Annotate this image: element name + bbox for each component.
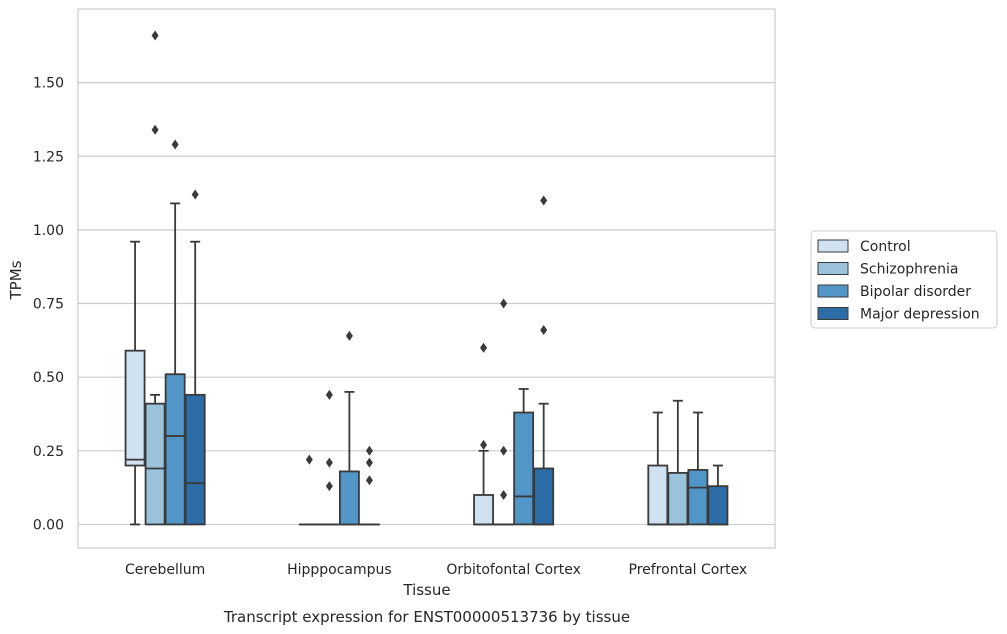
box-major-depression [184, 189, 206, 526]
box-iqr [687, 469, 709, 526]
box-major-depression [533, 195, 555, 526]
legend-swatch [817, 262, 849, 275]
x-tick-label: Orbitofontal Cortex [446, 562, 581, 578]
legend-swatch [817, 239, 849, 253]
outlier-point [345, 330, 353, 341]
box-major-depression [359, 445, 380, 526]
outlier-point [325, 481, 333, 492]
box-bipolar-disorder [164, 139, 186, 526]
box-schizophrenia [144, 30, 166, 526]
y-axis-title: TPMs [7, 260, 25, 300]
legend-label: Control [860, 239, 911, 255]
box-iqr [144, 402, 166, 526]
box-iqr [533, 467, 555, 526]
box-bipolar-disorder [338, 330, 360, 526]
box-schizophrenia [493, 298, 515, 526]
box-iqr [513, 411, 535, 526]
outlier-point [500, 445, 508, 456]
y-tick-label: 1.00 [33, 223, 64, 239]
y-tick-label: 0.50 [33, 370, 64, 386]
plot-frame [77, 8, 776, 549]
box-schizophrenia [667, 399, 689, 526]
box-iqr [707, 485, 729, 526]
box-control [298, 454, 320, 526]
x-tick-labels: Cerebellum Hipppocampus Orbitofontal Corte… [125, 562, 747, 578]
outlier-point [365, 475, 373, 486]
box-control [473, 342, 494, 526]
legend-label: Major depression [860, 307, 980, 323]
outlier-point [500, 298, 508, 309]
outlier-point [191, 189, 199, 200]
outlier-point [540, 325, 548, 336]
box-iqr [164, 373, 186, 526]
box-series [124, 30, 729, 526]
outlier-point [480, 439, 488, 450]
x-tick-label: Hipppocampus [287, 562, 392, 578]
outlier-point [500, 489, 508, 500]
box-bipolar-disorder [513, 388, 535, 526]
box-iqr [473, 494, 494, 526]
legend-label: Bipolar disorder [860, 284, 971, 300]
y-tick-labels: 0.00 0.25 0.50 0.75 1.00 1.25 1.50 [33, 76, 64, 534]
x-tick-label: Prefrontal Cortex [629, 562, 748, 578]
x-tick-label: Cerebellum [125, 562, 205, 578]
box-control [647, 411, 669, 526]
outlier-point [171, 139, 179, 150]
box-schizophrenia [318, 389, 340, 526]
legend-label: Schizophrenia [860, 262, 958, 278]
box-control [124, 240, 146, 526]
y-tick-label: 0.25 [33, 444, 64, 460]
y-tick-label: 1.50 [33, 76, 64, 92]
chart-caption: Transcript expression for ENST0000051373… [223, 608, 630, 626]
box-iqr [647, 464, 669, 526]
outlier-point [480, 342, 488, 353]
x-axis-title: Tissue [402, 581, 450, 599]
box-iqr [667, 471, 689, 526]
outlier-point [151, 124, 159, 135]
outlier-point [325, 389, 333, 400]
y-tick-label: 0.75 [33, 297, 64, 313]
outlier-point [151, 30, 159, 41]
outlier-point [540, 195, 548, 206]
box-iqr [184, 393, 206, 526]
box-bipolar-disorder [687, 411, 709, 526]
legend: Control Schizophrenia Bipolar disorder Majo… [810, 230, 998, 329]
legend-swatch [817, 284, 849, 298]
box-iqr [338, 470, 360, 526]
box-major-depression [707, 464, 729, 526]
outlier-point [305, 454, 313, 465]
legend-frame [810, 230, 998, 329]
legend-swatch [817, 307, 849, 320]
y-tick-label: 1.25 [33, 149, 64, 165]
outlier-point [365, 445, 373, 456]
outlier-point [365, 457, 373, 468]
outlier-point [325, 457, 333, 468]
y-tick-label: 0.00 [33, 517, 64, 533]
box-iqr [124, 349, 146, 467]
